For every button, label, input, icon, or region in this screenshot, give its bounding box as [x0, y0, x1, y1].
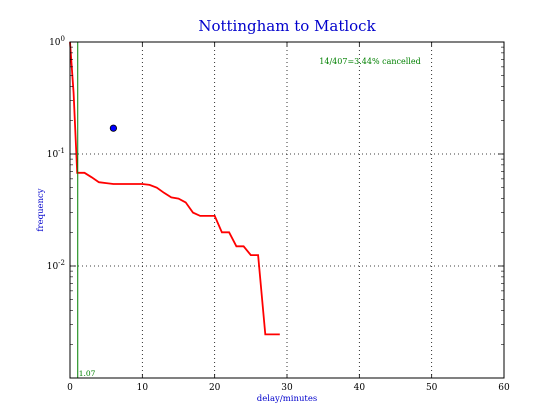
x-tick-label: 10: [137, 383, 149, 393]
x-tick-label: 0: [67, 383, 73, 393]
y-tick-label: 10-2: [47, 259, 65, 272]
x-tick-label: 30: [281, 383, 293, 393]
ticks: 0 10 20 30 40 50 60 100 10-1 10-2: [47, 35, 510, 393]
vline-label: 1.07: [79, 369, 96, 378]
cancelled-annotation: 14/407=3.44% cancelled: [319, 57, 420, 66]
x-tick-label: 50: [426, 383, 438, 393]
grid: [70, 42, 504, 378]
x-tick-label: 20: [209, 383, 221, 393]
x-tick-label: 40: [354, 383, 366, 393]
series-layer: 1.07: [69, 41, 280, 378]
x-tick-label: 60: [498, 383, 510, 393]
data-point: [109, 124, 118, 132]
chart-title: Nottingham to Matlock: [198, 17, 376, 35]
y-tick-label: 10-1: [47, 147, 65, 160]
y-tick-label: 100: [49, 35, 65, 48]
y-axis-label: frequency: [36, 188, 46, 231]
frequency-line: [69, 41, 280, 336]
x-axis-label: delay/minutes: [257, 394, 317, 404]
